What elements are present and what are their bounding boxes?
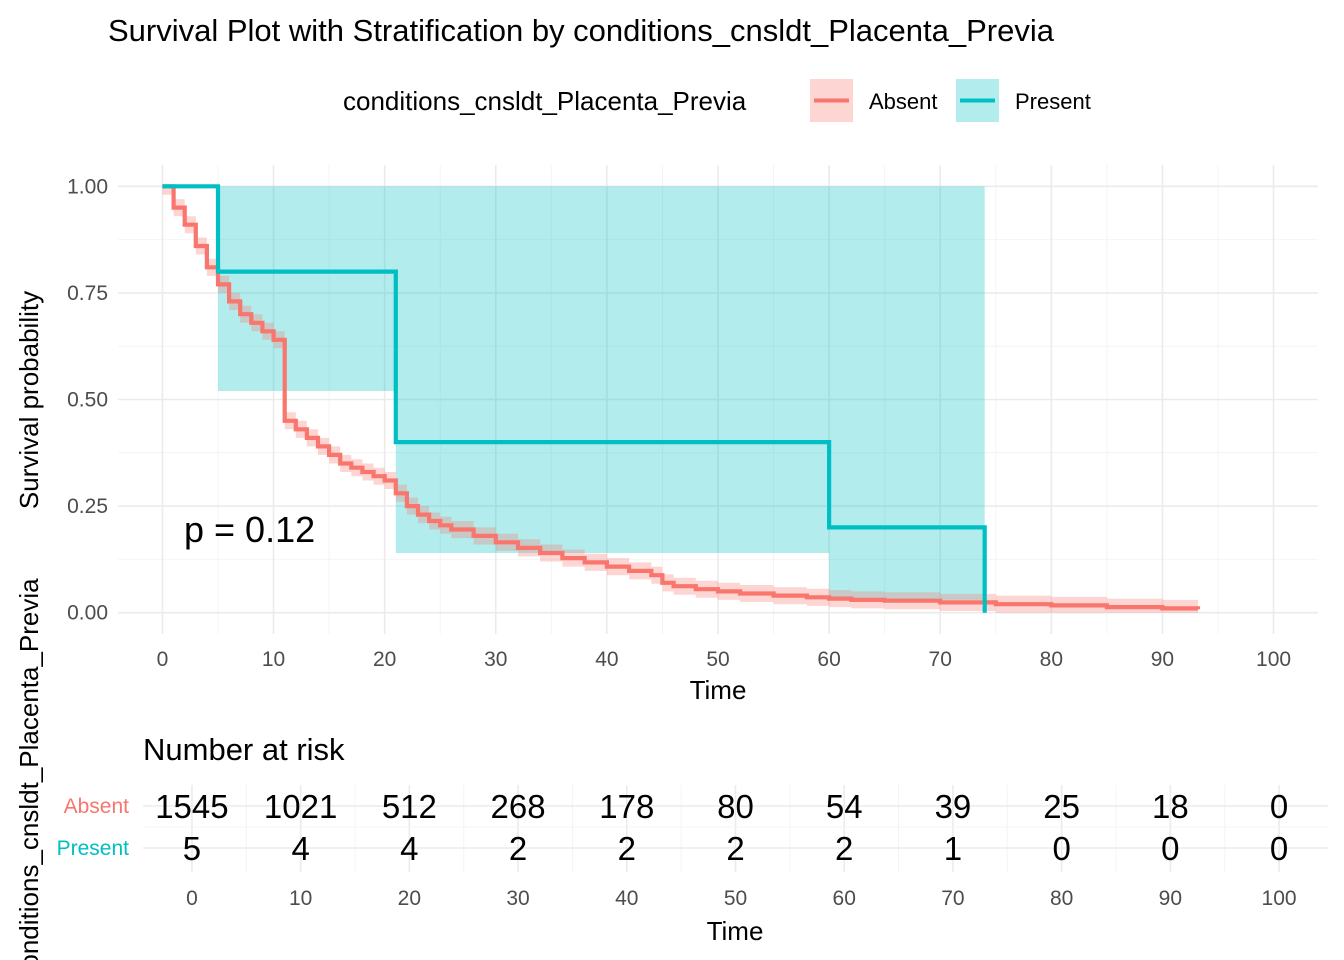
risk-table-count: 2 [726,830,744,867]
risk-table-count: 4 [400,830,418,867]
y-tick-label: 0.25 [67,495,108,518]
risk-table-count: 4 [291,830,309,867]
risk-table-x-tick-label: 40 [615,887,638,910]
risk-table-y-axis-label: conditions_cnsldt_Placenta_Previa [14,578,44,960]
legend-label-present: Present [1015,89,1091,114]
risk-table-count: 2 [835,830,853,867]
x-tick-label: 90 [1151,648,1174,671]
risk-table-x-axis-label: Time [707,916,764,946]
x-tick-label: 30 [484,648,507,671]
y-tick-labels: 0.00 0.25 0.50 0.75 1.00 [67,175,108,624]
risk-table-count: 0 [1052,830,1070,867]
x-tick-label: 50 [706,648,729,671]
risk-table-strata-labels: Absent Present [57,795,130,860]
risk-table-title: Number at risk [143,732,345,767]
x-axis-label: Time [690,675,747,705]
y-tick-label: 0.75 [67,282,108,305]
risk-table-count: 0 [1161,830,1179,867]
x-tick-label: 60 [817,648,840,671]
x-tick-label: 100 [1256,648,1291,671]
risk-table-count: 0 [1270,788,1288,825]
risk-table-x-tick-label: 30 [506,887,529,910]
risk-table-gridlines [143,785,1328,872]
absent-survival-curve [162,184,1201,611]
p-value-annotation: p = 0.12 [184,509,315,550]
x-tick-label: 80 [1040,648,1063,671]
risk-table-strata-label: Present [57,837,130,860]
risk-table-count: 2 [618,830,636,867]
risk-table-x-tick-label: 100 [1262,887,1297,910]
x-tick-labels: 0 10 20 30 40 50 60 70 80 90 100 [157,648,1291,671]
risk-table-count: 268 [491,788,546,825]
risk-table-count: 1 [944,830,962,867]
x-tick-label: 20 [373,648,396,671]
risk-table-x-tick-label: 60 [833,887,856,910]
present-confidence-band-step [395,186,830,553]
risk-table-count: 512 [382,788,437,825]
survival-curves [162,184,1201,613]
risk-table-x-tick-label: 70 [941,887,964,910]
risk-table-count: 39 [935,788,972,825]
y-tick-label: 0.00 [67,602,108,625]
x-tick-label: 10 [262,648,285,671]
risk-table-count: 5 [183,830,201,867]
y-axis-label: Survival probability [14,291,44,509]
risk-table-count: 2 [509,830,527,867]
risk-table-count: 0 [1270,830,1288,867]
risk-table-count: 80 [717,788,754,825]
risk-table-count: 25 [1043,788,1080,825]
risk-table-count: 1021 [264,788,337,825]
risk-table-x-tick-label: 90 [1159,887,1182,910]
risk-table-x-tick-label: 80 [1050,887,1073,910]
risk-table-count: 54 [826,788,863,825]
risk-table-x-tick-label: 20 [398,887,421,910]
plot-gridlines [118,165,1318,634]
present-survival-curve [162,184,987,613]
risk-table-count: 178 [599,788,654,825]
survival-plot-panel: 0 10 20 30 40 50 60 70 80 90 100 0.00 0.25 0.50 0.75 1… [67,165,1318,671]
risk-table-x-tick-label: 10 [289,887,312,910]
legend-label-absent: Absent [869,89,938,114]
risk-table-x-tick-label: 50 [724,887,747,910]
confidence-bands [162,186,1198,613]
chart-title: Survival Plot with Stratification by con… [108,13,1055,48]
risk-table-count: 18 [1152,788,1189,825]
legend-title: conditions_cnsldt_Placenta_Previa [343,86,747,116]
risk-table-x-tick-labels: 0 10 20 30 40 50 60 70 80 90 100 [186,887,1297,910]
risk-table-count: 1545 [155,788,228,825]
x-tick-label: 70 [929,648,952,671]
y-tick-label: 0.50 [67,389,108,412]
present-confidence-band-step [218,186,396,391]
x-tick-label: 40 [595,648,618,671]
legend: conditions_cnsldt_Placenta_Previa Absent… [343,79,1091,122]
risk-table-strata-label: Absent [64,795,130,818]
risk-table-x-tick-label: 0 [186,887,198,910]
present-confidence-band-step [829,186,985,600]
absent-confidence-band [162,186,1198,613]
y-tick-label: 1.00 [67,175,108,198]
x-tick-label: 0 [157,648,169,671]
risk-table-counts: 1545 1021 512 268 178 80 54 39 25 18 05 4 4 2 2 2 2 1 0 0 0 [155,788,1288,867]
